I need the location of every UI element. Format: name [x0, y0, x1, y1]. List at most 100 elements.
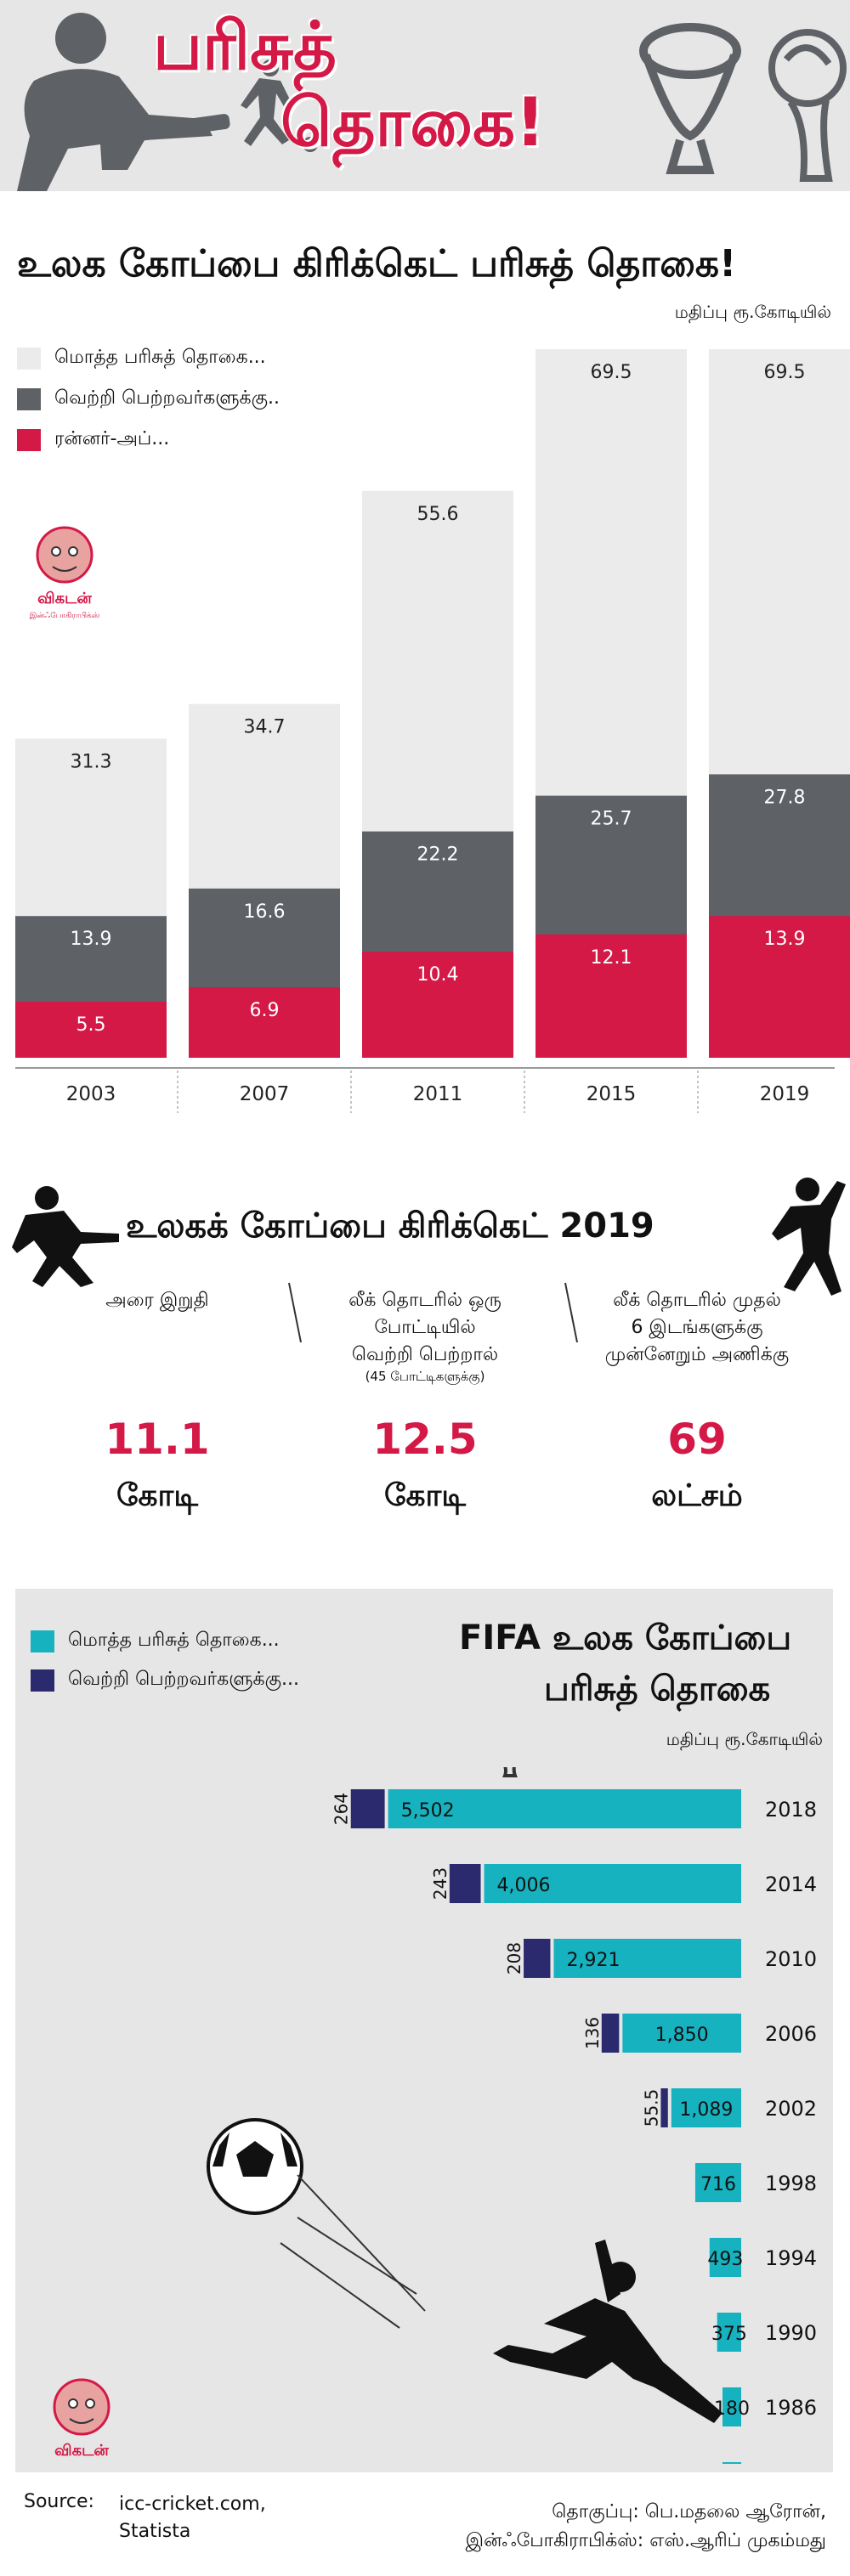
- label-runnerup-2007: 6.9: [250, 1000, 280, 1021]
- footballer-icon: [241, 59, 318, 152]
- fact-league-win-note: (45 போட்டிகளுக்கு): [365, 1369, 485, 1384]
- fifa-bar-winner-2018: [350, 1789, 385, 1828]
- fifa-legend-item-total: மொத்த பரிசுத் தொகை...: [31, 1630, 280, 1653]
- fact-semifinal-value: 11.1: [105, 1415, 210, 1464]
- label-winner-2007: 16.6: [244, 901, 286, 923]
- cricketer-icon: [17, 13, 230, 191]
- fifa-year-2006: 2006: [765, 2022, 817, 2046]
- cricket-chart-unit: மதிப்பு ரூ.கோடியில்: [674, 302, 831, 322]
- bar-runnerup-2007: [189, 987, 340, 1058]
- fifa-label-total-1986: 180: [714, 2398, 750, 2420]
- fact-top6-desc2: 6 இடங்களுக்கு: [631, 1317, 763, 1338]
- fifa-year-1990: 1990: [765, 2321, 817, 2345]
- x-tick-2015: 2015: [586, 1083, 637, 1105]
- fifa-legend-item-winner: வெற்றி பெற்றவர்களுக்கு...: [31, 1669, 299, 1692]
- vikatan-logo: விகடன் இன்ஃபோகிராபிக்ஸ்: [30, 526, 100, 620]
- fact-league-win-unit: கோடி: [383, 1478, 467, 1513]
- x-tick-2019: 2019: [760, 1083, 810, 1105]
- bar-runnerup-2003: [15, 1002, 167, 1058]
- legend-swatch-winner: [17, 388, 41, 410]
- fact-semifinal-unit: கோடி: [116, 1478, 199, 1513]
- label-total-2007: 34.7: [244, 717, 286, 738]
- credits: தொகுப்பு: பெ.மதலை ஆரோன், இன்ஃபோகிராபிக்ஸ…: [466, 2498, 826, 2556]
- legend-swatch-runnerup: [17, 429, 41, 451]
- fifa-label-winner-2014: 243: [430, 1867, 450, 1900]
- legend-item-total: மொத்த பரிசுத் தொகை...: [17, 347, 266, 370]
- fifa-trophy-small-icon: [502, 1767, 518, 1777]
- header-banner: பரிசுத் தொகை!: [0, 0, 850, 191]
- fifa-label-total-2018: 5,502: [401, 1800, 455, 1822]
- football-icon: [207, 2118, 303, 2215]
- fifa-title-line1: FIFA உலக கோப்பை: [459, 1618, 792, 1658]
- brand-sub: இன்ஃபோகிராபிக்ஸ்: [30, 612, 100, 620]
- label-winner-2019: 27.8: [764, 787, 806, 808]
- vikatan-logo-bottom: விகடன் இன்ஃபோகிராபிக்ஸ்: [53, 2378, 110, 2460]
- fifa-bar-total-1986: [722, 2387, 741, 2426]
- bar-runnerup-2015: [536, 934, 687, 1058]
- cricket-chart-title: உலக கோப்பை கிரிக்கெட் பரிசுத் தொகை!: [17, 242, 737, 285]
- label-total-2015: 69.5: [591, 362, 632, 383]
- fact-league-win-desc2: போட்டியில்: [374, 1317, 476, 1338]
- brand-name: விகடன்: [37, 590, 92, 607]
- fifa-label-total-2002: 1,089: [679, 2099, 733, 2121]
- fact-league-win-desc1: லீக் தொடரில் ஒரு: [348, 1290, 502, 1311]
- fact-top6-value: 69: [667, 1415, 727, 1464]
- fifa-prize-chart: 5,502 264 2018 4,006 243 2014 2,921 208 2010 1,85…: [53, 1767, 817, 2464]
- legend-swatch-total: [17, 347, 41, 370]
- fifa-bar-winner-2002: [660, 2088, 668, 2127]
- header-art: [17, 13, 847, 191]
- facts-art: [12, 1178, 846, 1342]
- label-total-2011: 55.6: [417, 504, 459, 525]
- fifa-trophy-icon: [768, 29, 847, 182]
- label-runnerup-2003: 5.5: [76, 1014, 106, 1036]
- fifa-bar-winner-2014: [449, 1864, 481, 1903]
- footballer-kick-icon: [493, 2240, 722, 2423]
- fifa-year-1994: 1994: [765, 2246, 817, 2270]
- header-title-line1: பரிசுத்: [153, 8, 337, 85]
- fifa-bar-winner-2006: [601, 2014, 620, 2053]
- fifa-bar-total-1990: [717, 2313, 741, 2352]
- fifa-label-total-2006: 1,850: [655, 2025, 709, 2046]
- cricket-prize-chart: விகடன் இன்ஃபோகிராபிக்ஸ் 31.3 13.9 5.5 34.7 1…: [15, 349, 850, 1113]
- fifa-legend-label-winner: வெற்றி பெற்றவர்களுக்கு...: [68, 1669, 299, 1690]
- motion-lines: [280, 2174, 426, 2329]
- bar-runnerup-2019: [709, 916, 850, 1058]
- fact-league-win: லீக் தொடரில் ஒரு போட்டியில் வெற்றி பெற்ற…: [298, 1287, 552, 1386]
- source-label: Source:: [24, 2491, 94, 2512]
- label-winner-2015: 25.7: [591, 809, 632, 830]
- brand-name-bottom: விகடன்: [54, 2442, 109, 2460]
- credit-line2: இன்ஃபோகிராபிக்ஸ்: எஸ்.ஆரிப் முகம்மது: [465, 2530, 826, 2551]
- fifa-bar-total-2018: [388, 1789, 741, 1828]
- legend-item-runnerup: ரன்னர்-அப்...: [17, 428, 169, 452]
- fifa-year-2010: 2010: [765, 1947, 817, 1971]
- fifa-legend-label-total: மொத்த பரிசுத் தொகை...: [68, 1630, 280, 1651]
- cricket-trophy-icon: [639, 23, 741, 174]
- fact-top6-desc1: லீக் தொடரில் முதல்: [613, 1290, 781, 1311]
- fact-top6: லீக் தொடரில் முதல் 6 இடங்களுக்கு முன்னேற…: [570, 1287, 824, 1369]
- fact-top6-desc3: முன்னேறும் அணிக்கு: [604, 1344, 790, 1365]
- fifa-bar-total-2006: [622, 2014, 741, 2053]
- fact-semifinal-desc: அரை இறுதி: [105, 1290, 209, 1311]
- fifa-year-1986: 1986: [765, 2396, 817, 2420]
- fifa-label-winner-2002: 55.5: [641, 2089, 661, 2127]
- label-runnerup-2011: 10.4: [417, 964, 459, 986]
- fact-semifinal: அரை இறுதி: [30, 1287, 285, 1314]
- fifa-label-total-1994: 493: [707, 2249, 743, 2270]
- header-title-line2: தொகை!: [280, 85, 546, 161]
- fifa-bar-total-1982: [722, 2462, 741, 2464]
- fifa-label-winner-2010: 208: [504, 1942, 524, 1974]
- fact-league-win-value: 12.5: [372, 1415, 478, 1464]
- credit-line1: தொகுப்பு: பெ.மதலை ஆரோன்,: [552, 2501, 826, 2522]
- fifa-bar-total-1994: [709, 2238, 741, 2277]
- fifa-year-1998: 1998: [765, 2172, 817, 2195]
- fifa-year-2018: 2018: [765, 1798, 817, 1822]
- source-line1: icc-cricket.com,: [119, 2494, 266, 2515]
- source-line2: Statista: [119, 2521, 191, 2542]
- fifa-title-line2: பரிசுத் தொகை: [544, 1669, 771, 1709]
- bowler-icon: [772, 1178, 846, 1296]
- mascot-face-icon-bottom: [53, 2378, 110, 2436]
- fifa-legend-swatch-winner: [31, 1669, 54, 1692]
- label-total-2003: 31.3: [71, 751, 112, 772]
- fact-top6-unit: லட்சம்: [651, 1478, 743, 1513]
- fifa-legend-swatch-total: [31, 1630, 54, 1652]
